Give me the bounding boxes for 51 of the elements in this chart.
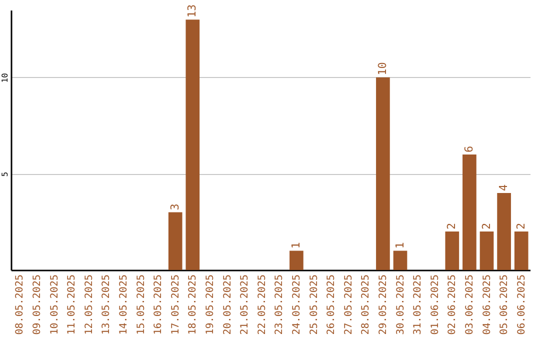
data-label: 2 [514,222,528,230]
bar [480,231,494,270]
x-tick-label: 09.05.2025 [32,274,43,335]
data-label: 1 [289,242,302,249]
data-label: 3 [168,204,182,210]
x-tick-label: 12.05.2025 [84,274,95,335]
x-tick-label: 03.06.2025 [464,274,476,335]
x-tick-label: 27.05.2025 [343,274,354,335]
x-tick-label: 06.06.2025 [516,274,528,335]
bar [393,250,408,270]
bar [497,192,511,270]
y-tick-label: 5 [0,172,10,177]
x-tick-label: 16.05.2025 [153,274,164,335]
x-tick-label: 04.06.2025 [482,274,493,335]
x-tick-label: 18.05.2025 [188,274,199,335]
x-tick-label: 13.05.2025 [101,274,112,335]
data-label: 6 [462,146,476,152]
data-label: 13 [186,4,199,18]
x-tick-label: 20.05.2025 [222,274,234,335]
x-tick-label: 10.05.2025 [49,274,60,335]
bar [168,212,182,270]
data-label: 2 [445,222,458,230]
data-label: 4 [497,184,510,191]
x-tick-label: 11.05.2025 [66,274,78,335]
data-label: 10 [376,62,389,76]
x-tick-label: 14.05.2025 [118,274,130,335]
x-tick-label: 25.05.2025 [308,274,320,335]
bar [462,154,476,270]
x-tick-label: 29.05.2025 [378,274,389,335]
data-label: 2 [480,222,493,230]
bar [514,231,528,270]
bar [186,20,200,270]
x-tick-label: 26.05.2025 [326,274,338,335]
bar [376,77,390,270]
bar [290,250,304,270]
x-tick-label: 28.05.2025 [360,274,372,335]
x-tick-label: 15.05.2025 [136,274,147,335]
x-tick-label: 31.05.2025 [412,274,424,335]
x-tick-label: 01.06.2025 [430,274,441,335]
x-tick-label: 21.05.2025 [240,274,251,335]
bar [445,231,460,270]
x-tick-label: 17.05.2025 [170,274,182,335]
x-tick-label: 05.06.2025 [499,274,510,335]
x-tick-label: 22.05.2025 [256,274,268,335]
x-tick-label: 23.05.2025 [274,274,286,335]
data-label: 1 [393,242,406,249]
x-tick-label: 19.05.2025 [204,274,216,335]
x-tick-label: 24.05.2025 [291,274,302,335]
x-tick-label: 02.06.2025 [447,274,458,335]
x-tick-label: 08.05.2025 [14,274,26,335]
x-tick-label: 30.05.2025 [395,274,406,335]
